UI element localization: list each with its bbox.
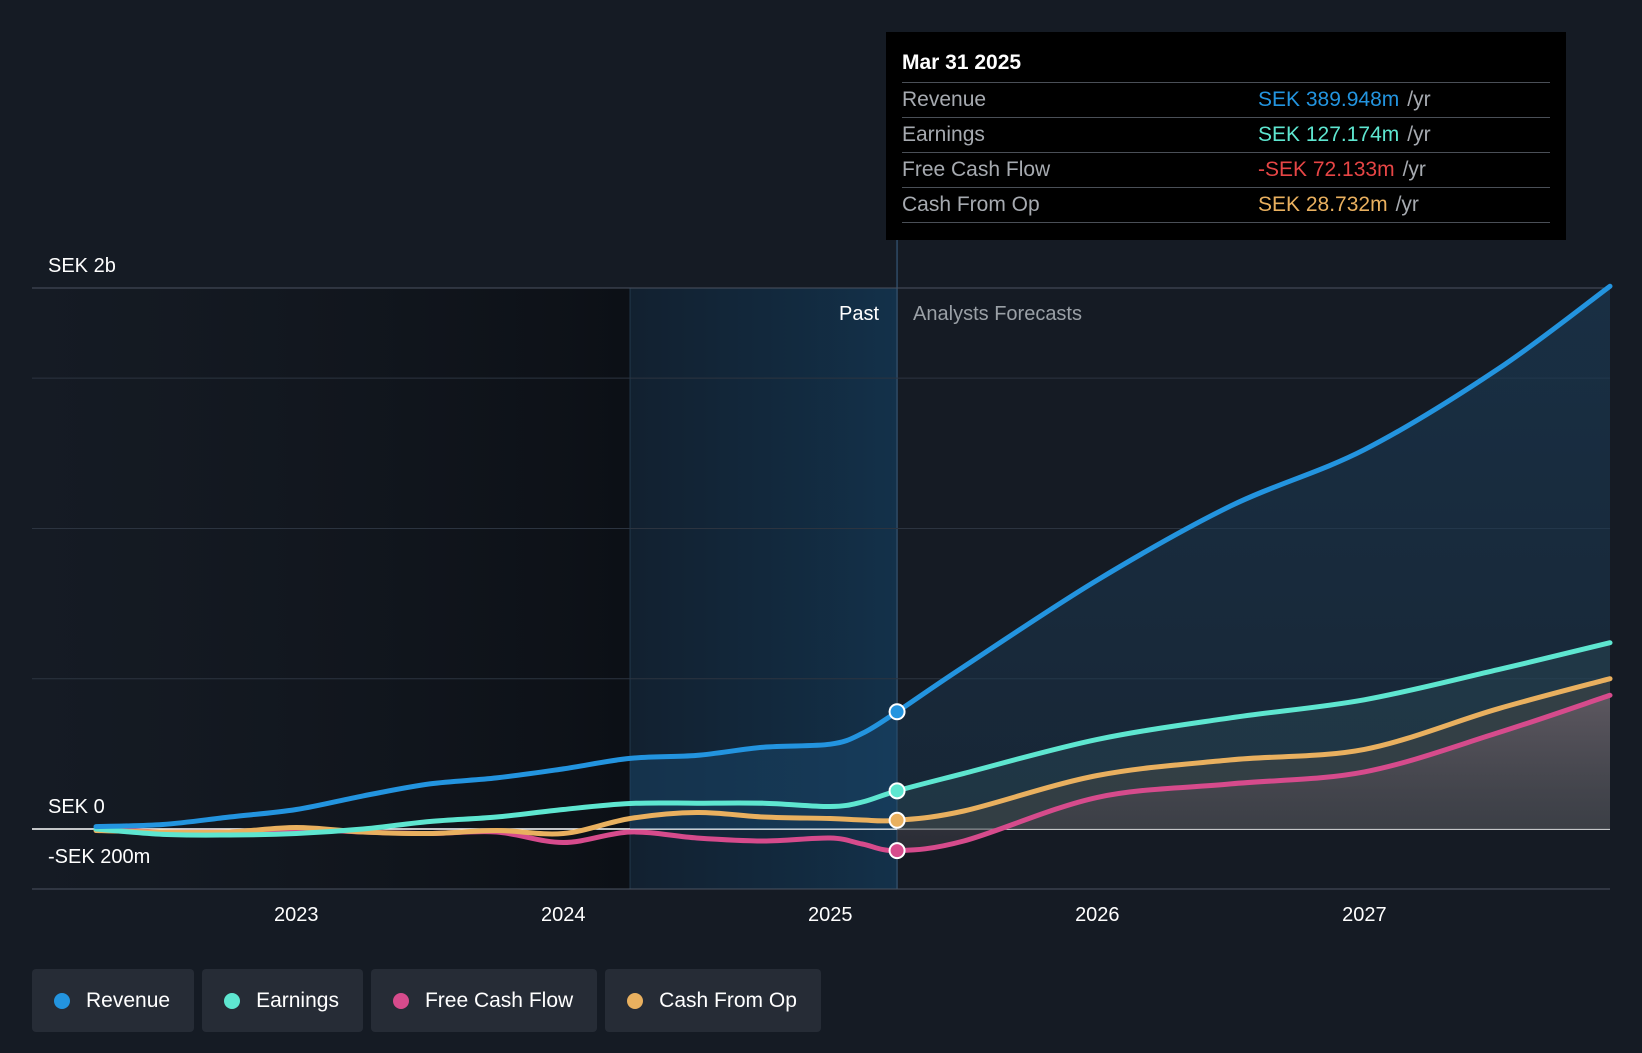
tooltip-row-free-cash-flow: Free Cash Flow -SEK 72.133m/yr [902,153,1550,188]
earnings-line [93,640,1613,838]
tooltip-row-label: Earnings [902,123,985,146]
tooltip-row-label: Revenue [902,88,987,111]
tooltip-rows: Revenue SEK 389.948m/yr Earnings SEK 127.17… [902,83,1550,223]
tooltip-row-unit: /yr [1407,88,1431,111]
tooltip-row-value: SEK 389.948m [1258,88,1400,111]
tooltip-date: Mar 31 2025 [902,46,1550,83]
y-axis-label: SEK 0 [48,796,105,818]
legend-label: Cash From Op [659,988,797,1012]
revenue-marker [888,703,906,721]
legend-item-earnings[interactable]: Earnings [202,969,363,1032]
earnings-marker [888,782,906,800]
tooltip-row-unit: /yr [1402,158,1426,181]
legend-item-cash-from-op[interactable]: Cash From Op [605,969,821,1032]
legend-label: Revenue [86,988,171,1012]
marker-layer [888,703,906,860]
revenue-line [93,283,1613,830]
revenue-forecast-area [897,286,1610,829]
legend-label: Free Cash Flow [424,988,574,1012]
x-tick-label: 2026 [1075,904,1120,926]
label-layer: SEK 2b SEK 0 -SEK 200m 2023 2024 2025 2026 2027… [48,255,1387,926]
tooltip-row-label: Cash From Op [902,193,1040,216]
tooltip-row-value: -SEK 72.133m [1258,158,1395,181]
legend-item-revenue[interactable]: Revenue [32,969,195,1032]
past-region [32,288,631,889]
x-tick-label: 2027 [1342,904,1387,926]
x-tick-label: 2023 [274,904,319,926]
legend-dot-icon [392,992,409,1009]
cash-from-op-marker [888,811,906,829]
forecast-label: Analysts Forecasts [913,303,1082,325]
legend-dot-icon [224,992,241,1009]
tooltip-row-label: Free Cash Flow [902,158,1051,181]
x-tick-label: 2025 [808,904,853,926]
highlight-region [630,288,898,889]
line-layer [93,283,1613,854]
legend: Revenue Earnings Free Cash Flow Cash From O… [32,969,821,1032]
tooltip-row-value: SEK 127.174m [1258,123,1400,146]
y-axis-label: SEK 2b [48,255,116,277]
tooltip-row-cash-from-op: Cash From Op SEK 28.732m/yr [902,188,1550,223]
free-cash-flow-marker [888,842,906,860]
legend-dot-icon [54,992,70,1009]
y-axis-label: -SEK 200m [48,846,150,868]
legend-item-free-cash-flow[interactable]: Free Cash Flow [370,969,598,1032]
legend-label: Earnings [256,988,339,1012]
legend-dot-icon [627,992,644,1009]
tooltip-row-unit: /yr [1407,123,1431,146]
cash-from-op-line [93,676,1613,837]
tooltip: Mar 31 2025 Revenue SEK 389.948m/yr Earnin… [886,32,1566,240]
x-tick-label: 2024 [541,904,586,926]
tooltip-row-revenue: Revenue SEK 389.948m/yr [902,83,1550,118]
tooltip-row-value: SEK 28.732m [1258,193,1388,216]
background-layer [32,240,898,889]
tooltip-row-unit: /yr [1395,193,1419,216]
free-cash-flow-forecast-area [897,695,1610,851]
past-label: Past [839,303,879,325]
revenue-past-area [630,711,898,829]
tooltip-row-earnings: Earnings SEK 127.174m/yr [902,118,1550,153]
